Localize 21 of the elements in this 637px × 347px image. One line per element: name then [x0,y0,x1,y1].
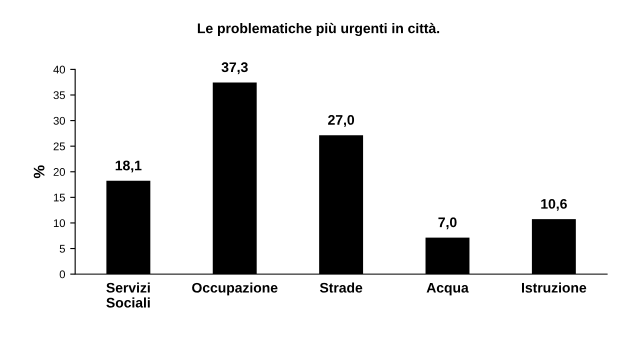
y-axis-title: % [34,165,44,178]
data-label: 37,3 [222,62,248,74]
x-tick-label: Strade [320,282,362,293]
data-label: 10,6 [541,198,567,211]
y-tick-label: 0 [60,270,66,278]
chart-title: Le problematiche più urgenti in città. [198,22,440,36]
x-tick-label: Istruzione [522,282,586,293]
y-tick-label: 25 [54,142,65,150]
data-label: 18,1 [116,160,142,172]
x-tick-label: Occupazione [192,282,278,296]
y-tick-label: 40 [53,66,66,74]
y-tick-label: 5 [60,244,65,253]
y-tick-label: 35 [54,91,65,100]
y-tick-label: 15 [54,194,65,202]
data-label: 7,0 [438,217,457,230]
data-label: 27,0 [328,115,354,127]
x-tick-label: Acqua [426,282,469,296]
y-tick-label: 10 [54,219,66,228]
y-tick-label: 20 [54,168,66,176]
x-tick-label: Servizi Sociali [106,282,150,308]
y-tick-label: 30 [54,116,66,125]
